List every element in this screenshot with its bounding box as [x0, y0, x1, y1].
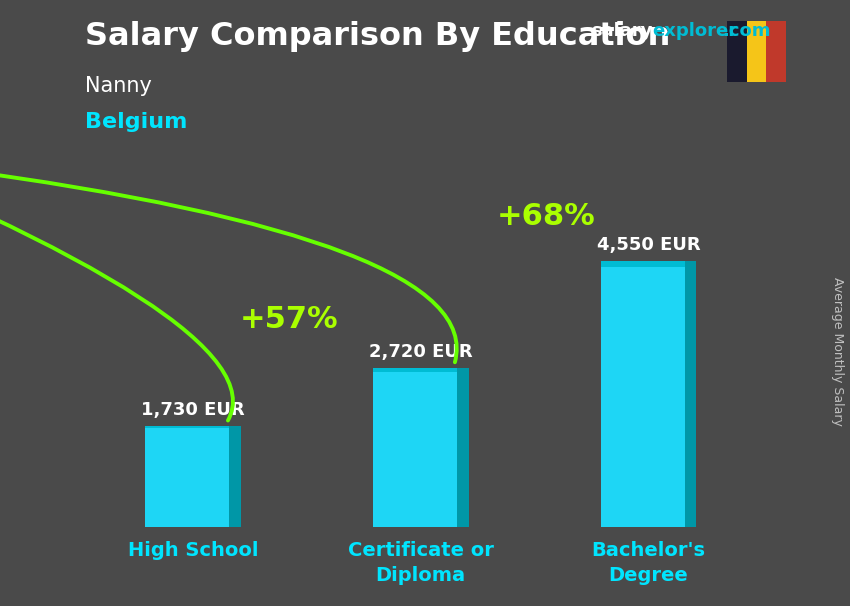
Text: Belgium: Belgium — [85, 112, 187, 132]
Bar — [457, 368, 468, 527]
Bar — [373, 368, 457, 372]
FancyBboxPatch shape — [601, 261, 684, 527]
Bar — [727, 21, 746, 82]
Bar — [684, 261, 696, 527]
Text: 4,550 EUR: 4,550 EUR — [597, 236, 700, 254]
Bar — [230, 426, 241, 527]
Text: +57%: +57% — [240, 305, 338, 335]
Text: Nanny: Nanny — [85, 76, 152, 96]
Bar — [601, 261, 684, 267]
FancyBboxPatch shape — [373, 368, 457, 527]
Text: explorer: explorer — [652, 22, 737, 41]
Text: salary: salary — [591, 22, 652, 41]
Bar — [145, 426, 230, 428]
Text: .com: .com — [722, 22, 770, 41]
Text: +68%: +68% — [496, 202, 595, 231]
Bar — [746, 21, 767, 82]
Text: 2,720 EUR: 2,720 EUR — [369, 343, 473, 361]
FancyBboxPatch shape — [145, 426, 230, 527]
Bar — [767, 21, 786, 82]
Text: 1,730 EUR: 1,730 EUR — [141, 401, 245, 419]
Text: Salary Comparison By Education: Salary Comparison By Education — [85, 21, 671, 52]
Text: Average Monthly Salary: Average Monthly Salary — [830, 277, 844, 426]
